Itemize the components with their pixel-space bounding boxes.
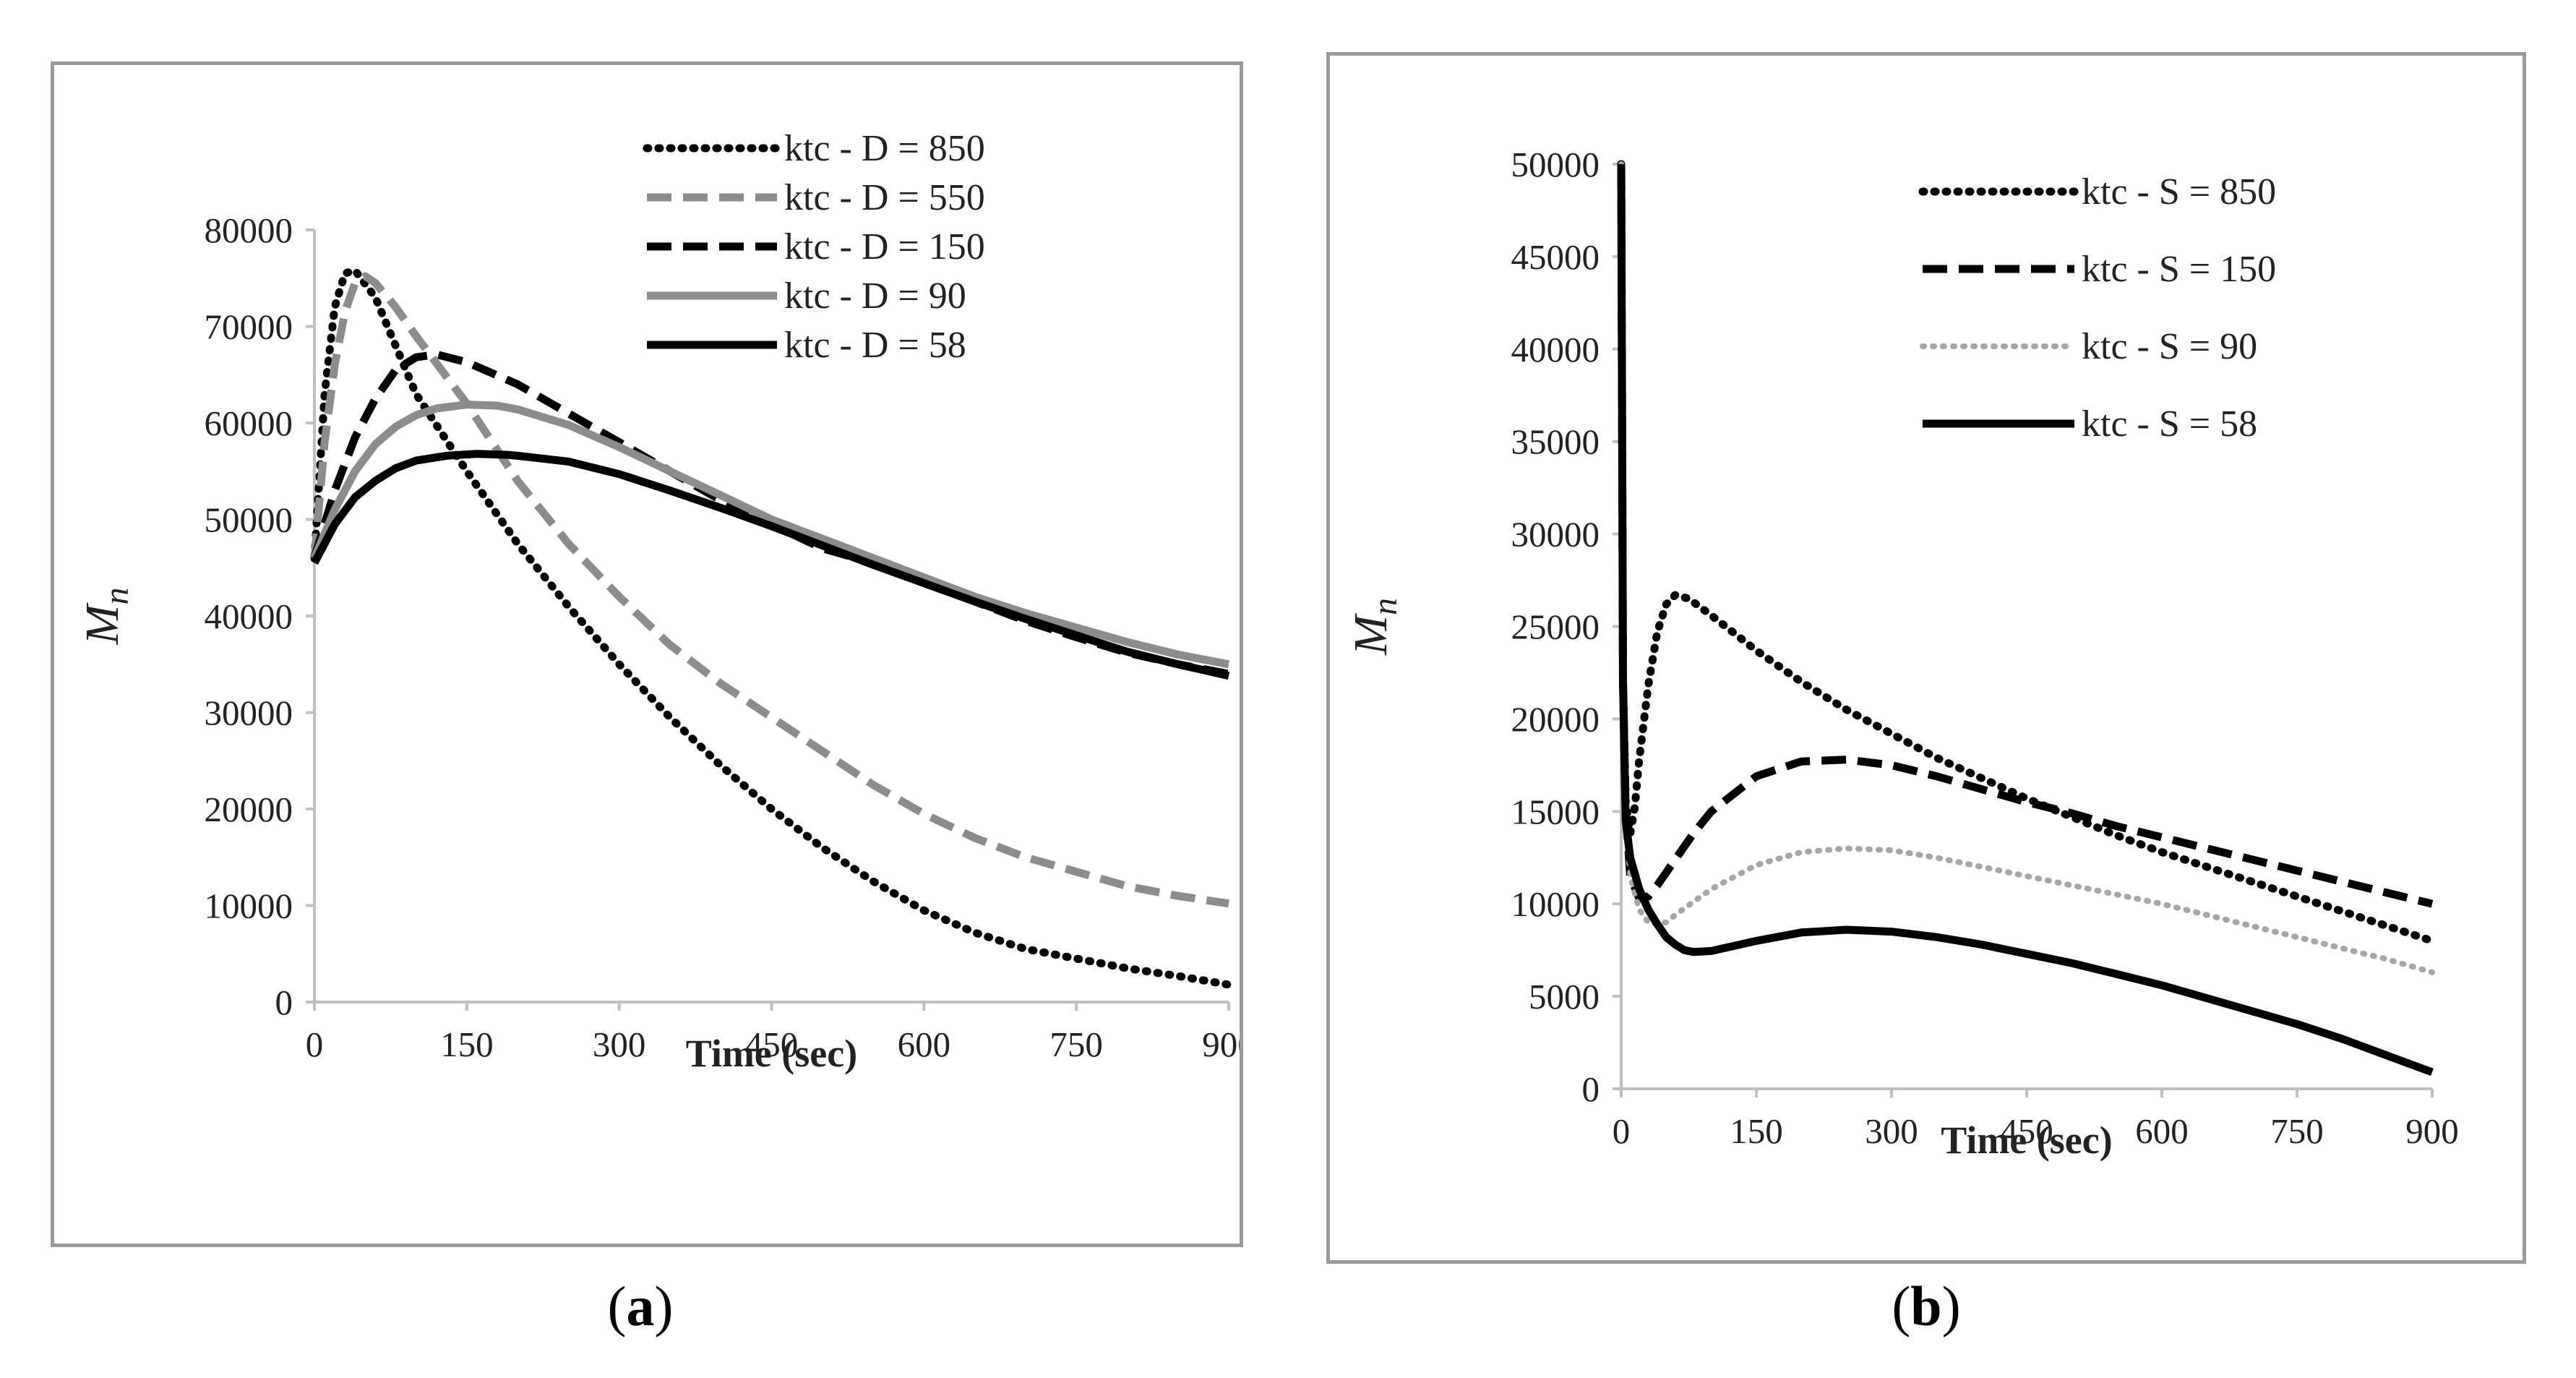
chart-a-x-tick-label: 600 [898,1024,951,1064]
chart-b-svg: 0 5000 10000 15000 20000 25000 30000 35000 40000… [1344,145,2459,1162]
chart-a-y-tick-label: 20000 [205,789,293,829]
chart-a-x-tick-label: 900 [1202,1024,1240,1064]
chart-a-y-axis-label-sub: n [98,588,136,605]
chart-a-y-axis-label: Mn [76,588,136,646]
chart-b-y-axis-label-sub: n [1366,598,1404,615]
chart-a-series-line-1 [310,272,1229,908]
chart-b-x-axis-label: Time (sec) [1941,1118,2112,1162]
chart-b-x-tick-label: 750 [2270,1111,2324,1151]
chart-a-y-axis-label-main: M [76,602,129,645]
chart-a-svg: 0 10000 20000 30000 40000 50000 60000 70000 8000… [76,128,1255,1075]
chart-a-legend-label-4: ktc - D = 58 [784,325,966,366]
chart-b-y-axis-label: Mn [1344,598,1404,656]
chart-a-y-tick-label: 40000 [205,596,293,636]
chart-a-x-tick-label: 150 [440,1024,494,1064]
chart-a-y-tick-label: 50000 [205,500,293,540]
chart-b-y-tick-label: 30000 [1511,515,1600,555]
caption-b-open: ( [1892,1275,1911,1338]
chart-a-legend-label-1: ktc - D = 550 [784,177,985,218]
chart-panel-a: 0 10000 20000 30000 40000 50000 60000 70000 8000… [51,61,1255,1247]
caption-a-letter: a [626,1275,655,1338]
chart-a-x-tick-label: 0 [306,1024,324,1064]
chart-a-x-tick-label: 450 [745,1024,799,1064]
chart-b-legend-label-1: ktc - S = 150 [2082,249,2276,290]
chart-b-series-line-1 [1617,163,2434,908]
caption-a-close: ) [654,1275,674,1338]
caption-b-close: ) [1941,1275,1961,1338]
caption-a-open: ( [607,1275,627,1338]
chart-a-y-tick-label: 60000 [205,403,293,443]
chart-b-y-tick-label: 35000 [1511,422,1600,462]
chart-b-x-tick-label: 600 [2135,1111,2189,1151]
chart-b-y-tick-label: 25000 [1511,607,1600,647]
chart-a-x-tick-label: 300 [593,1024,646,1064]
chart-a-y-tick-label: 10000 [205,886,293,926]
chart-panel-b: 0 5000 10000 15000 20000 25000 30000 35000 40000… [1326,52,2526,1264]
chart-a-series-line-2 [310,350,1230,678]
chart-a-y-tick-label: 30000 [205,693,293,733]
chart-b-series-line-3 [1617,163,2434,1077]
chart-a-x-tick-label: 750 [1049,1024,1103,1064]
chart-a-legend-label-2: ktc - D = 150 [784,226,985,268]
chart-b-y-tick-label: 10000 [1511,884,1600,924]
caption-b: (b) [1818,1274,2035,1339]
chart-b-y-tick-label: 40000 [1511,330,1600,369]
chart-b-x-tick-label: 900 [2405,1111,2459,1151]
chart-b-y-tick-label: 15000 [1511,792,1600,831]
chart-b-y-axis-label-main: M [1344,612,1397,656]
caption-b-letter: b [1910,1275,1942,1338]
chart-a-x-axis-label: Time (sec) [686,1032,857,1075]
chart-b-y-tick-label: 20000 [1511,699,1600,739]
chart-a-series-line-0 [310,266,1233,989]
chart-a-series-line-3 [310,401,1230,669]
chart-b-x-tick-label: 300 [1865,1111,1918,1151]
caption-a: (a) [532,1274,749,1339]
chart-b-x-tick-label: 0 [1613,1111,1631,1151]
chart-b-y-tick-label: 5000 [1529,977,1600,1017]
chart-a-legend-label-3: ktc - D = 90 [784,275,966,317]
chart-b-legend-label-0: ktc - S = 850 [2082,171,2276,213]
chart-b-y-tick-label: 50000 [1511,145,1600,184]
chart-b-y-tick-label: 0 [1582,1069,1600,1109]
chart-a-legend-label-0: ktc - D = 850 [784,128,985,169]
chart-a-series-line-4 [311,450,1230,680]
chart-b-legend-label-3: ktc - S = 58 [2082,403,2257,445]
chart-b-x-tick-label: 450 [2000,1111,2053,1151]
chart-a-y-tick-label: 70000 [205,307,293,347]
chart-b-series-line-2 [1618,161,2435,975]
chart-b-series-line-0 [1617,160,2437,945]
chart-b-x-tick-label: 150 [1730,1111,1783,1151]
chart-a-y-tick-label: 0 [275,983,293,1022]
chart-a-y-tick-label: 80000 [205,210,293,250]
chart-b-legend-label-2: ktc - S = 90 [2082,326,2257,367]
chart-b-y-tick-label: 45000 [1511,237,1600,277]
